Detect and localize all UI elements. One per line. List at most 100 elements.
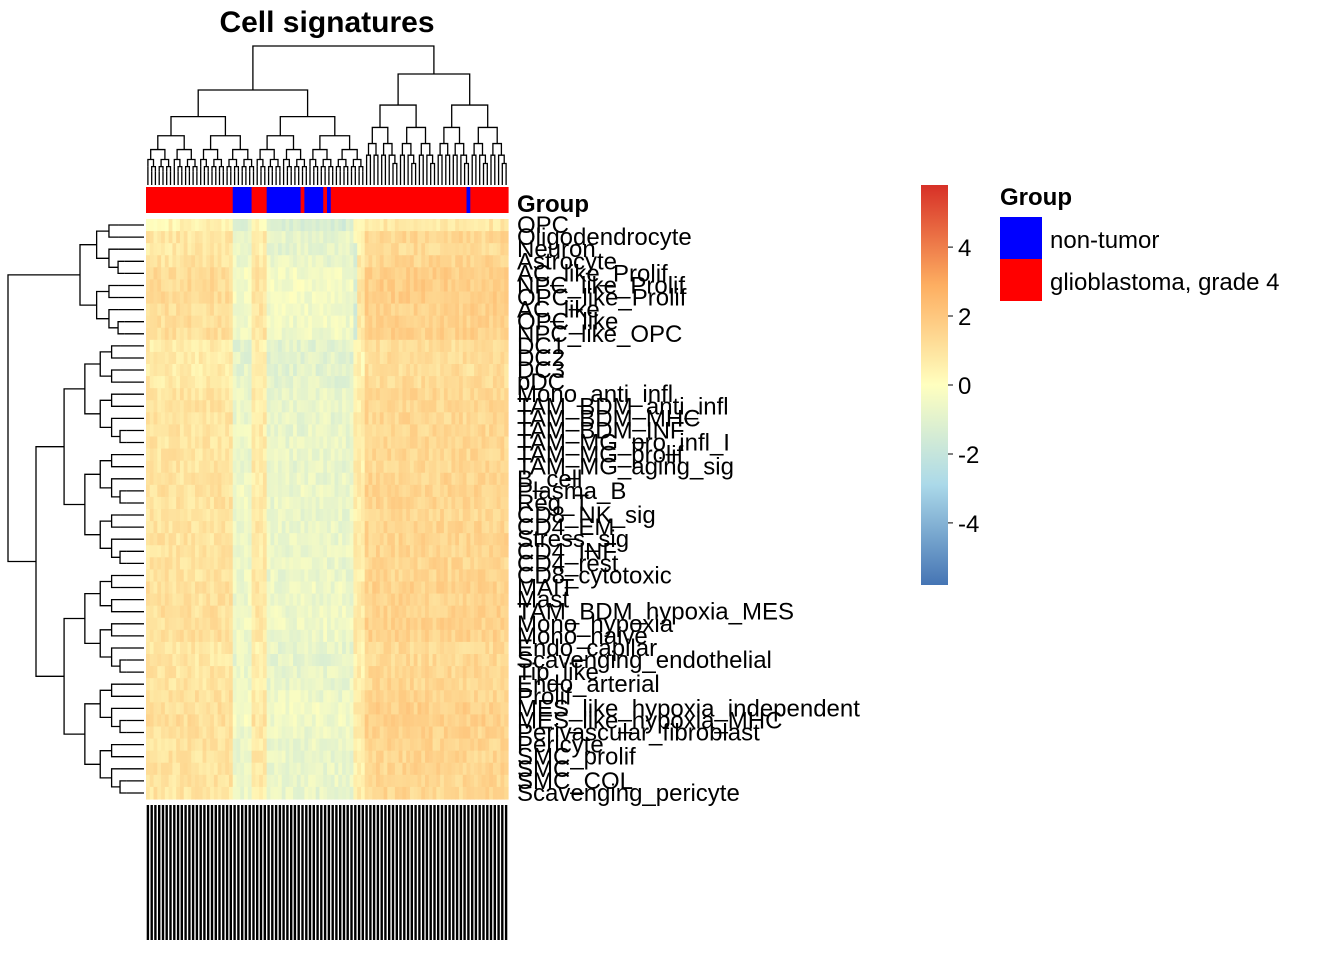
heatmap-cell (462, 678, 468, 691)
heatmap-cell (274, 581, 279, 595)
dendrogram-branch (443, 126, 461, 144)
heatmap-cell (334, 702, 339, 716)
heatmap-cell (492, 605, 498, 619)
heatmap-cell (202, 460, 207, 474)
heatmap-cell (195, 267, 200, 281)
annotation-cell (436, 187, 441, 213)
heatmap-cell (179, 291, 185, 305)
heatmap-cell (146, 291, 151, 305)
heatmap-cell (161, 581, 166, 595)
heatmap-cell (428, 629, 434, 643)
dendrogram-branch (110, 345, 120, 359)
heatmap-cell (146, 678, 151, 691)
heatmap-cell (428, 738, 434, 752)
heatmap-cell (413, 436, 419, 450)
heatmap-cell (477, 557, 483, 571)
annotation-cell (221, 187, 226, 213)
heatmap-cell (447, 786, 453, 800)
heatmap-cell (357, 690, 362, 703)
heatmap-cell (228, 569, 234, 583)
heatmap-cell (443, 629, 449, 643)
heatmap-cell (202, 557, 207, 571)
heatmap-cell (481, 219, 486, 232)
heatmap-cell (402, 460, 407, 474)
heatmap-cell (206, 641, 211, 655)
heatmap-cell (191, 303, 196, 317)
heatmap-cell (315, 569, 321, 583)
heatmap-cell (327, 412, 332, 426)
heatmap-cell (357, 702, 362, 716)
heatmap-cell (504, 629, 509, 643)
heatmap-cell (360, 291, 366, 305)
heatmap-cell (327, 303, 332, 317)
heatmap-cell (161, 412, 166, 426)
heatmap-cell (417, 545, 422, 558)
heatmap-cell (402, 762, 407, 776)
heatmap-cell (176, 243, 181, 256)
heatmap-cell (206, 605, 211, 619)
heatmap-cell (425, 726, 430, 740)
heatmap-cell (164, 424, 170, 438)
heatmap-cell (342, 279, 347, 293)
heatmap-cell (481, 738, 486, 752)
heatmap-cell (481, 303, 486, 317)
heatmap-cell (289, 339, 294, 353)
heatmap-cell (428, 267, 434, 281)
group-annotation-bar (146, 187, 509, 213)
heatmap-cell (195, 738, 200, 752)
heatmap-cell (379, 436, 385, 450)
heatmap-cell (176, 581, 181, 595)
heatmap-cell (161, 714, 166, 728)
heatmap-cell (455, 690, 460, 703)
heatmap-cell (470, 327, 475, 341)
heatmap-cell (168, 509, 173, 522)
heatmap-cell (198, 678, 204, 691)
heatmap-cell (247, 593, 253, 607)
heatmap-cell (376, 750, 381, 764)
heatmap-cell (251, 738, 256, 752)
heatmap-cell (334, 231, 339, 244)
heatmap-cell (323, 581, 328, 595)
heatmap-cell (353, 267, 358, 281)
heatmap-cell (436, 436, 441, 450)
heatmap-cell (172, 412, 177, 426)
heatmap-cell (372, 303, 377, 317)
heatmap-cell (462, 581, 468, 595)
heatmap-cell (470, 243, 475, 256)
heatmap-cell (293, 424, 298, 438)
heatmap-cell (232, 400, 238, 413)
heatmap-cell (345, 460, 351, 474)
heatmap-cell (146, 424, 151, 438)
heatmap-cell (451, 750, 456, 764)
heatmap-cell (251, 496, 256, 510)
heatmap-cell (323, 545, 328, 558)
heatmap-cell (255, 545, 260, 558)
heatmap-cell (391, 388, 396, 401)
heatmap-cell (372, 279, 377, 293)
heatmap-cell (481, 702, 486, 716)
heatmap-cell (428, 496, 434, 510)
heatmap-cell (183, 569, 189, 583)
heatmap-cell (500, 666, 505, 679)
heatmap-cell (240, 593, 245, 607)
heatmap-cell (334, 738, 339, 752)
dendrogram-branch (275, 165, 281, 172)
heatmap-cell (225, 726, 230, 740)
heatmap-cell (440, 533, 445, 546)
heatmap-cell (372, 533, 377, 546)
heatmap-cell (277, 484, 283, 498)
heatmap-cell (379, 460, 385, 474)
heatmap-cell (319, 774, 324, 788)
heatmap-cell (176, 629, 181, 643)
heatmap-cell (436, 617, 441, 631)
heatmap-cell (293, 231, 298, 244)
heatmap-cell (466, 267, 471, 281)
heatmap-cell (281, 219, 287, 232)
heatmap-cell (481, 666, 486, 679)
heatmap-cell (477, 774, 483, 788)
heatmap-cell (413, 509, 419, 522)
heatmap-cell (266, 521, 272, 534)
heatmap-cell (172, 521, 177, 534)
heatmap-cell (394, 593, 400, 607)
annotation-cell (232, 187, 238, 213)
